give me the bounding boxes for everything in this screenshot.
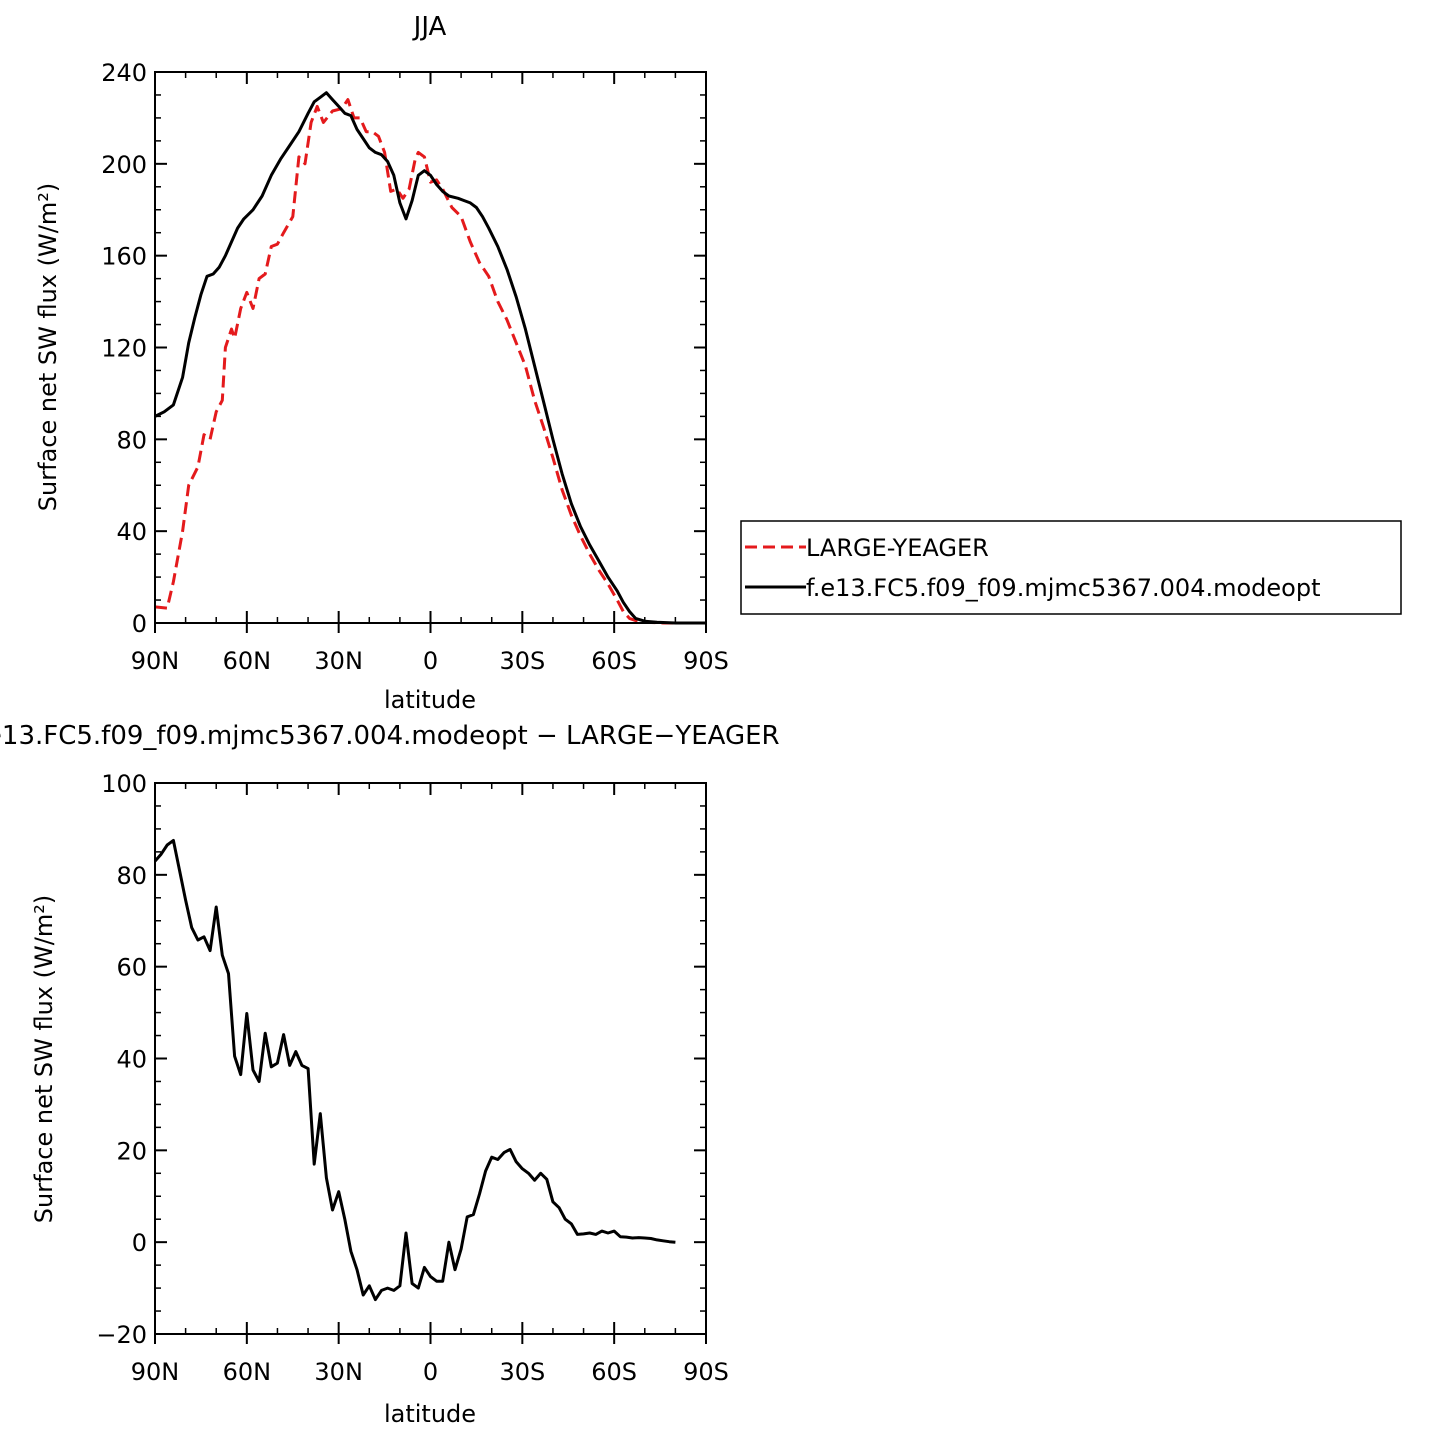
y-tick-label: 40	[116, 518, 147, 546]
y-tick-label: 80	[116, 862, 147, 890]
legend-label-large-yeager: LARGE-YEAGER	[806, 534, 989, 562]
bottom-chart: f.e13.FC5.f09_f09.mjmc5367.004.modeopt −…	[0, 721, 780, 1428]
x-tick-label: 0	[423, 647, 438, 675]
bottom-series-group	[153, 838, 676, 1302]
y-tick-label: 120	[101, 335, 147, 363]
x-tick-label: 60S	[591, 647, 637, 675]
y-tick-label: 0	[132, 610, 147, 638]
bottom-chart-title: f.e13.FC5.f09_f09.mjmc5367.004.modeopt −…	[0, 721, 780, 751]
x-tick-label: 30S	[499, 647, 545, 675]
y-tick-label: −20	[96, 1321, 147, 1349]
x-tick-label: 60N	[223, 1358, 272, 1386]
top-x-axis-label: latitude	[384, 686, 476, 714]
series-line-difference	[153, 838, 676, 1302]
legend-label-model: f.e13.FC5.f09_f09.mjmc5367.004.modeopt	[806, 574, 1321, 602]
y-tick-label: 60	[116, 954, 147, 982]
x-tick-label: 0	[423, 1358, 438, 1386]
x-tick-label: 90S	[683, 1358, 729, 1386]
top-series-group	[154, 91, 706, 625]
x-tick-label: 90N	[131, 647, 180, 675]
bottom-y-axis-ticks: −20 0 20 40 60 80 100	[96, 770, 706, 1349]
x-tick-label: 90N	[131, 1358, 180, 1386]
top-y-axis-label: Surface net SW flux (W/m²)	[34, 183, 62, 511]
top-y-axis-ticks: 0 40 80 120 160 200 240	[101, 59, 706, 638]
x-tick-label: 30N	[314, 1358, 363, 1386]
top-plot-frame	[154, 71, 707, 624]
top-chart-title: JJA	[412, 12, 447, 42]
x-tick-label: 30S	[499, 1358, 545, 1386]
bottom-plot-frame	[154, 782, 707, 1335]
x-tick-label: 60N	[223, 647, 272, 675]
y-tick-label: 240	[101, 59, 147, 87]
y-tick-label: 200	[101, 151, 147, 179]
x-tick-label: 90S	[683, 647, 729, 675]
top-x-axis-ticks: 90N 60N 30N 0 30S 60S 90S	[131, 72, 729, 675]
bottom-x-axis-ticks: 90N 60N 30N 0 30S 60S 90S	[131, 783, 729, 1386]
legend: LARGE-YEAGER f.e13.FC5.f09_f09.mjmc5367.…	[740, 520, 1402, 615]
y-tick-label: 160	[101, 243, 147, 271]
series-line-large-yeager	[154, 98, 706, 625]
x-tick-label: 30N	[314, 647, 363, 675]
bottom-x-axis-label: latitude	[384, 1400, 476, 1428]
legend-box	[740, 520, 1402, 615]
y-tick-label: 20	[116, 1137, 147, 1165]
series-line-f-e13-fc5-f09-f09-mjmc5367-004-modeopt	[154, 91, 706, 625]
y-tick-label: 100	[101, 770, 147, 798]
x-tick-label: 60S	[591, 1358, 637, 1386]
y-tick-label: 0	[132, 1229, 147, 1257]
bottom-y-axis-label: Surface net SW flux (W/m²)	[30, 895, 58, 1223]
y-tick-label: 40	[116, 1046, 147, 1074]
y-tick-label: 80	[116, 426, 147, 454]
